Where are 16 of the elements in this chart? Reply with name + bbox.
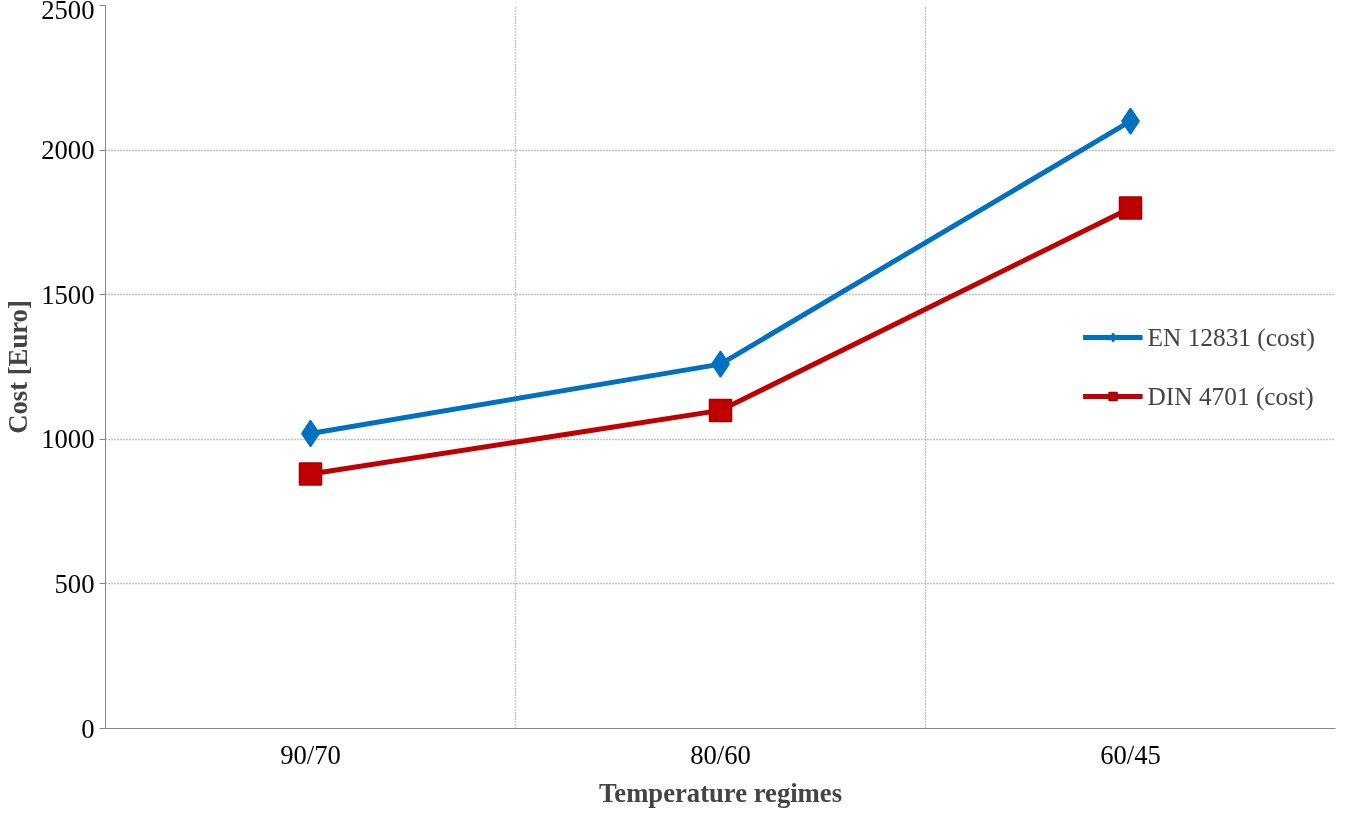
point <box>298 462 323 486</box>
legend-label: EN 12831 (cost) <box>1147 322 1315 352</box>
y-tick-label: 500 <box>54 568 95 599</box>
point <box>1118 196 1143 220</box>
x-tick-label: 90/70 <box>280 739 341 770</box>
y-tick-label: 1000 <box>41 424 95 455</box>
y-tick-label: 1500 <box>41 279 95 310</box>
x-tick-label: 60/45 <box>1100 739 1161 770</box>
y-tick-label: 0 <box>81 713 95 744</box>
x-axis-title: Temperature regimes <box>598 777 843 808</box>
y-tick-label: 2000 <box>41 135 95 166</box>
legend-label: DIN 4701 (cost) <box>1147 381 1314 411</box>
point <box>708 398 733 423</box>
y-axis-title: Cost [Euro] <box>3 300 34 434</box>
y-tick-label: 2500 <box>41 0 95 25</box>
x-tick-label: 80/60 <box>690 739 751 770</box>
